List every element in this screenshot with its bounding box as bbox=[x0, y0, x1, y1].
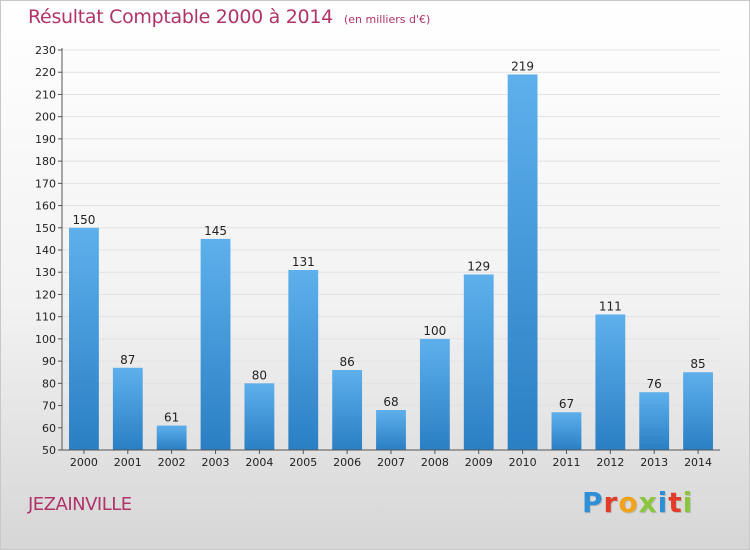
y-tick-label: 150 bbox=[35, 222, 56, 235]
labels: 50 60 70 80 90 100 110 120 130 140 150 160 170 180 190… bbox=[35, 44, 712, 469]
y-tick-label: 190 bbox=[35, 133, 56, 146]
logo-letter: r bbox=[603, 486, 619, 519]
proxiti-logo: Proxiti bbox=[582, 486, 693, 519]
x-tick-label: 2009 bbox=[465, 456, 493, 469]
y-tick-label: 180 bbox=[35, 155, 56, 168]
axes bbox=[58, 48, 720, 454]
bar-2002 bbox=[156, 425, 187, 450]
x-tick-label: 2011 bbox=[552, 456, 580, 469]
y-tick-label: 130 bbox=[35, 266, 56, 279]
bar-2010 bbox=[507, 74, 538, 450]
y-tick-label: 90 bbox=[42, 355, 56, 368]
y-tick-label: 160 bbox=[35, 200, 56, 213]
y-tick-label: 70 bbox=[42, 400, 56, 413]
y-tick-label: 220 bbox=[35, 66, 56, 79]
value-label: 111 bbox=[599, 299, 622, 313]
value-label: 129 bbox=[467, 259, 490, 273]
x-tick-label: 2012 bbox=[596, 456, 624, 469]
logo-letter: o bbox=[618, 486, 639, 519]
value-label: 150 bbox=[72, 213, 95, 227]
x-tick-label: 2014 bbox=[684, 456, 712, 469]
bar-2000 bbox=[69, 227, 99, 450]
commune-name: JEZAINVILLE bbox=[28, 494, 132, 515]
bar-2014 bbox=[683, 372, 713, 450]
x-tick-label: 2010 bbox=[509, 456, 537, 469]
x-tick-label: 2003 bbox=[202, 456, 230, 469]
bar-2013 bbox=[639, 392, 670, 450]
value-label: 61 bbox=[164, 411, 179, 425]
x-tick-label: 2007 bbox=[377, 456, 405, 469]
x-tick-label: 2013 bbox=[640, 456, 668, 469]
y-tick-label: 230 bbox=[35, 44, 56, 57]
value-label: 76 bbox=[647, 377, 662, 391]
y-tick-label: 60 bbox=[42, 422, 56, 435]
bar-2003 bbox=[200, 238, 231, 450]
y-tick-label: 110 bbox=[35, 311, 56, 324]
chart-title: Résultat Comptable 2000 à 2014 bbox=[28, 6, 333, 28]
bar-2012 bbox=[595, 314, 626, 450]
y-tick-label: 210 bbox=[35, 88, 56, 101]
x-tick-label: 2008 bbox=[421, 456, 449, 469]
x-tick-label: 2002 bbox=[158, 456, 186, 469]
y-tick-label: 200 bbox=[35, 111, 56, 124]
bar-2011 bbox=[551, 412, 582, 450]
chart-title-block: Résultat Comptable 2000 à 2014 (en milli… bbox=[28, 6, 430, 28]
bar-2001 bbox=[112, 367, 143, 450]
x-tick-label: 2006 bbox=[333, 456, 361, 469]
value-label: 67 bbox=[559, 397, 574, 411]
bar-2007 bbox=[376, 410, 406, 450]
value-label: 131 bbox=[292, 255, 315, 269]
x-tick-label: 2005 bbox=[289, 456, 317, 469]
logo-letter: x bbox=[638, 486, 658, 519]
bar-2004 bbox=[244, 383, 275, 450]
y-tick-label: 120 bbox=[35, 288, 56, 301]
y-tick-label: 140 bbox=[35, 244, 56, 257]
value-label: 219 bbox=[511, 59, 534, 73]
value-label: 85 bbox=[690, 357, 705, 371]
bar-2005 bbox=[288, 270, 319, 450]
y-tick-label: 100 bbox=[35, 333, 56, 346]
x-tick-label: 2004 bbox=[245, 456, 273, 469]
bar-2008 bbox=[419, 338, 450, 450]
logo-letter: t bbox=[668, 486, 683, 519]
value-label: 86 bbox=[339, 355, 354, 369]
y-tick-label: 80 bbox=[42, 377, 56, 390]
logo-letter: i bbox=[682, 486, 694, 519]
x-tick-label: 2000 bbox=[70, 456, 98, 469]
value-label: 100 bbox=[423, 324, 446, 338]
x-tick-label: 2001 bbox=[114, 456, 142, 469]
logo-letter: i bbox=[657, 486, 669, 519]
bar-2006 bbox=[332, 370, 363, 450]
chart-subtitle: (en milliers d'€) bbox=[343, 13, 431, 26]
bars bbox=[69, 74, 713, 450]
value-label: 68 bbox=[383, 395, 398, 409]
value-label: 145 bbox=[204, 224, 227, 238]
value-label: 80 bbox=[252, 368, 267, 382]
y-tick-label: 50 bbox=[42, 444, 56, 457]
logo-letter: P bbox=[582, 486, 604, 519]
value-label: 87 bbox=[120, 353, 135, 367]
y-tick-label: 170 bbox=[35, 177, 56, 190]
bar-2009 bbox=[463, 274, 494, 450]
